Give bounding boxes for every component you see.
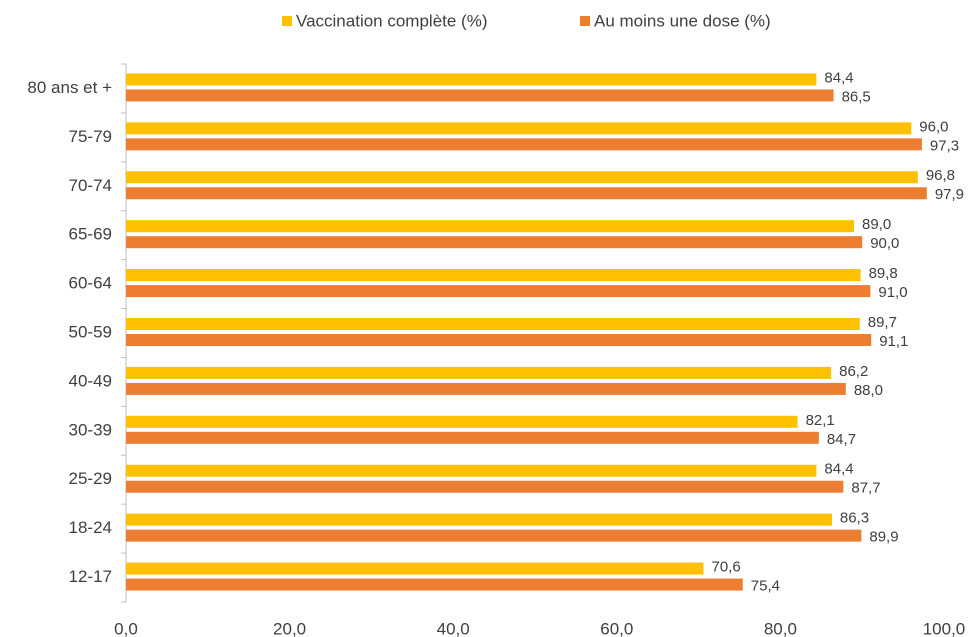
y-tick-label: 30-39 xyxy=(69,420,112,439)
bar xyxy=(126,318,860,330)
data-label: 70,6 xyxy=(712,559,741,576)
y-tick-label: 65-69 xyxy=(69,225,112,244)
bar xyxy=(126,269,861,282)
legend-swatch xyxy=(580,16,590,26)
data-label: 97,3 xyxy=(930,137,959,154)
data-label: 96,0 xyxy=(919,118,948,135)
y-tick-label: 18-24 xyxy=(69,518,112,537)
bar xyxy=(126,415,798,428)
data-label: 97,9 xyxy=(935,186,964,203)
data-label: 82,1 xyxy=(806,412,835,429)
data-label: 84,7 xyxy=(827,431,856,448)
bar xyxy=(126,187,927,200)
data-label: 88,0 xyxy=(854,382,883,399)
bar xyxy=(126,366,832,379)
data-label: 84,4 xyxy=(824,461,853,478)
x-tick-label: 0,0 xyxy=(114,619,138,637)
bar xyxy=(126,285,871,298)
bar xyxy=(126,513,832,526)
bar xyxy=(126,480,844,493)
y-tick-label: 60-64 xyxy=(69,274,112,293)
legend-label: Vaccination complète (%) xyxy=(296,11,488,30)
bar xyxy=(126,382,846,395)
bar xyxy=(126,220,855,233)
y-tick-label: 25-29 xyxy=(69,469,112,488)
legend-swatch xyxy=(282,16,292,26)
data-label: 89,9 xyxy=(869,529,898,546)
data-label: 86,2 xyxy=(839,363,868,380)
data-label: 89,8 xyxy=(869,265,898,282)
y-tick-label: 40-49 xyxy=(69,371,112,390)
data-label: 91,1 xyxy=(879,333,908,350)
x-tick-label: 20,0 xyxy=(273,619,306,637)
x-tick-label: 40,0 xyxy=(437,619,470,637)
x-tick-label: 80,0 xyxy=(764,619,797,637)
data-label: 75,4 xyxy=(751,578,780,595)
legend-label: Au moins une dose (%) xyxy=(594,11,771,30)
y-tick-label: 70-74 xyxy=(69,176,112,195)
bar xyxy=(126,334,872,346)
data-label: 96,8 xyxy=(926,167,955,184)
data-label: 91,0 xyxy=(878,284,907,301)
bar xyxy=(126,464,817,477)
bar xyxy=(126,73,817,86)
y-tick-label: 75-79 xyxy=(69,127,112,146)
data-label: 84,4 xyxy=(824,69,853,86)
bar xyxy=(126,562,704,575)
bar xyxy=(126,89,834,102)
bar xyxy=(126,236,863,249)
bar xyxy=(126,431,819,444)
y-tick-label: 12-17 xyxy=(69,567,112,586)
x-tick-label: 100,0 xyxy=(923,619,966,637)
bar xyxy=(126,529,862,542)
bar xyxy=(126,171,918,184)
data-label: 89,7 xyxy=(868,314,897,331)
x-tick-label: 60,0 xyxy=(600,619,633,637)
y-tick-label: 80 ans et + xyxy=(27,78,112,97)
bar xyxy=(126,578,743,591)
data-label: 87,7 xyxy=(851,480,880,497)
data-label: 90,0 xyxy=(870,235,899,252)
y-tick-label: 50-59 xyxy=(69,322,112,341)
bar xyxy=(126,138,922,151)
bar xyxy=(126,122,912,135)
data-label: 89,0 xyxy=(862,216,891,233)
data-label: 86,3 xyxy=(840,510,869,527)
data-label: 86,5 xyxy=(842,88,871,105)
